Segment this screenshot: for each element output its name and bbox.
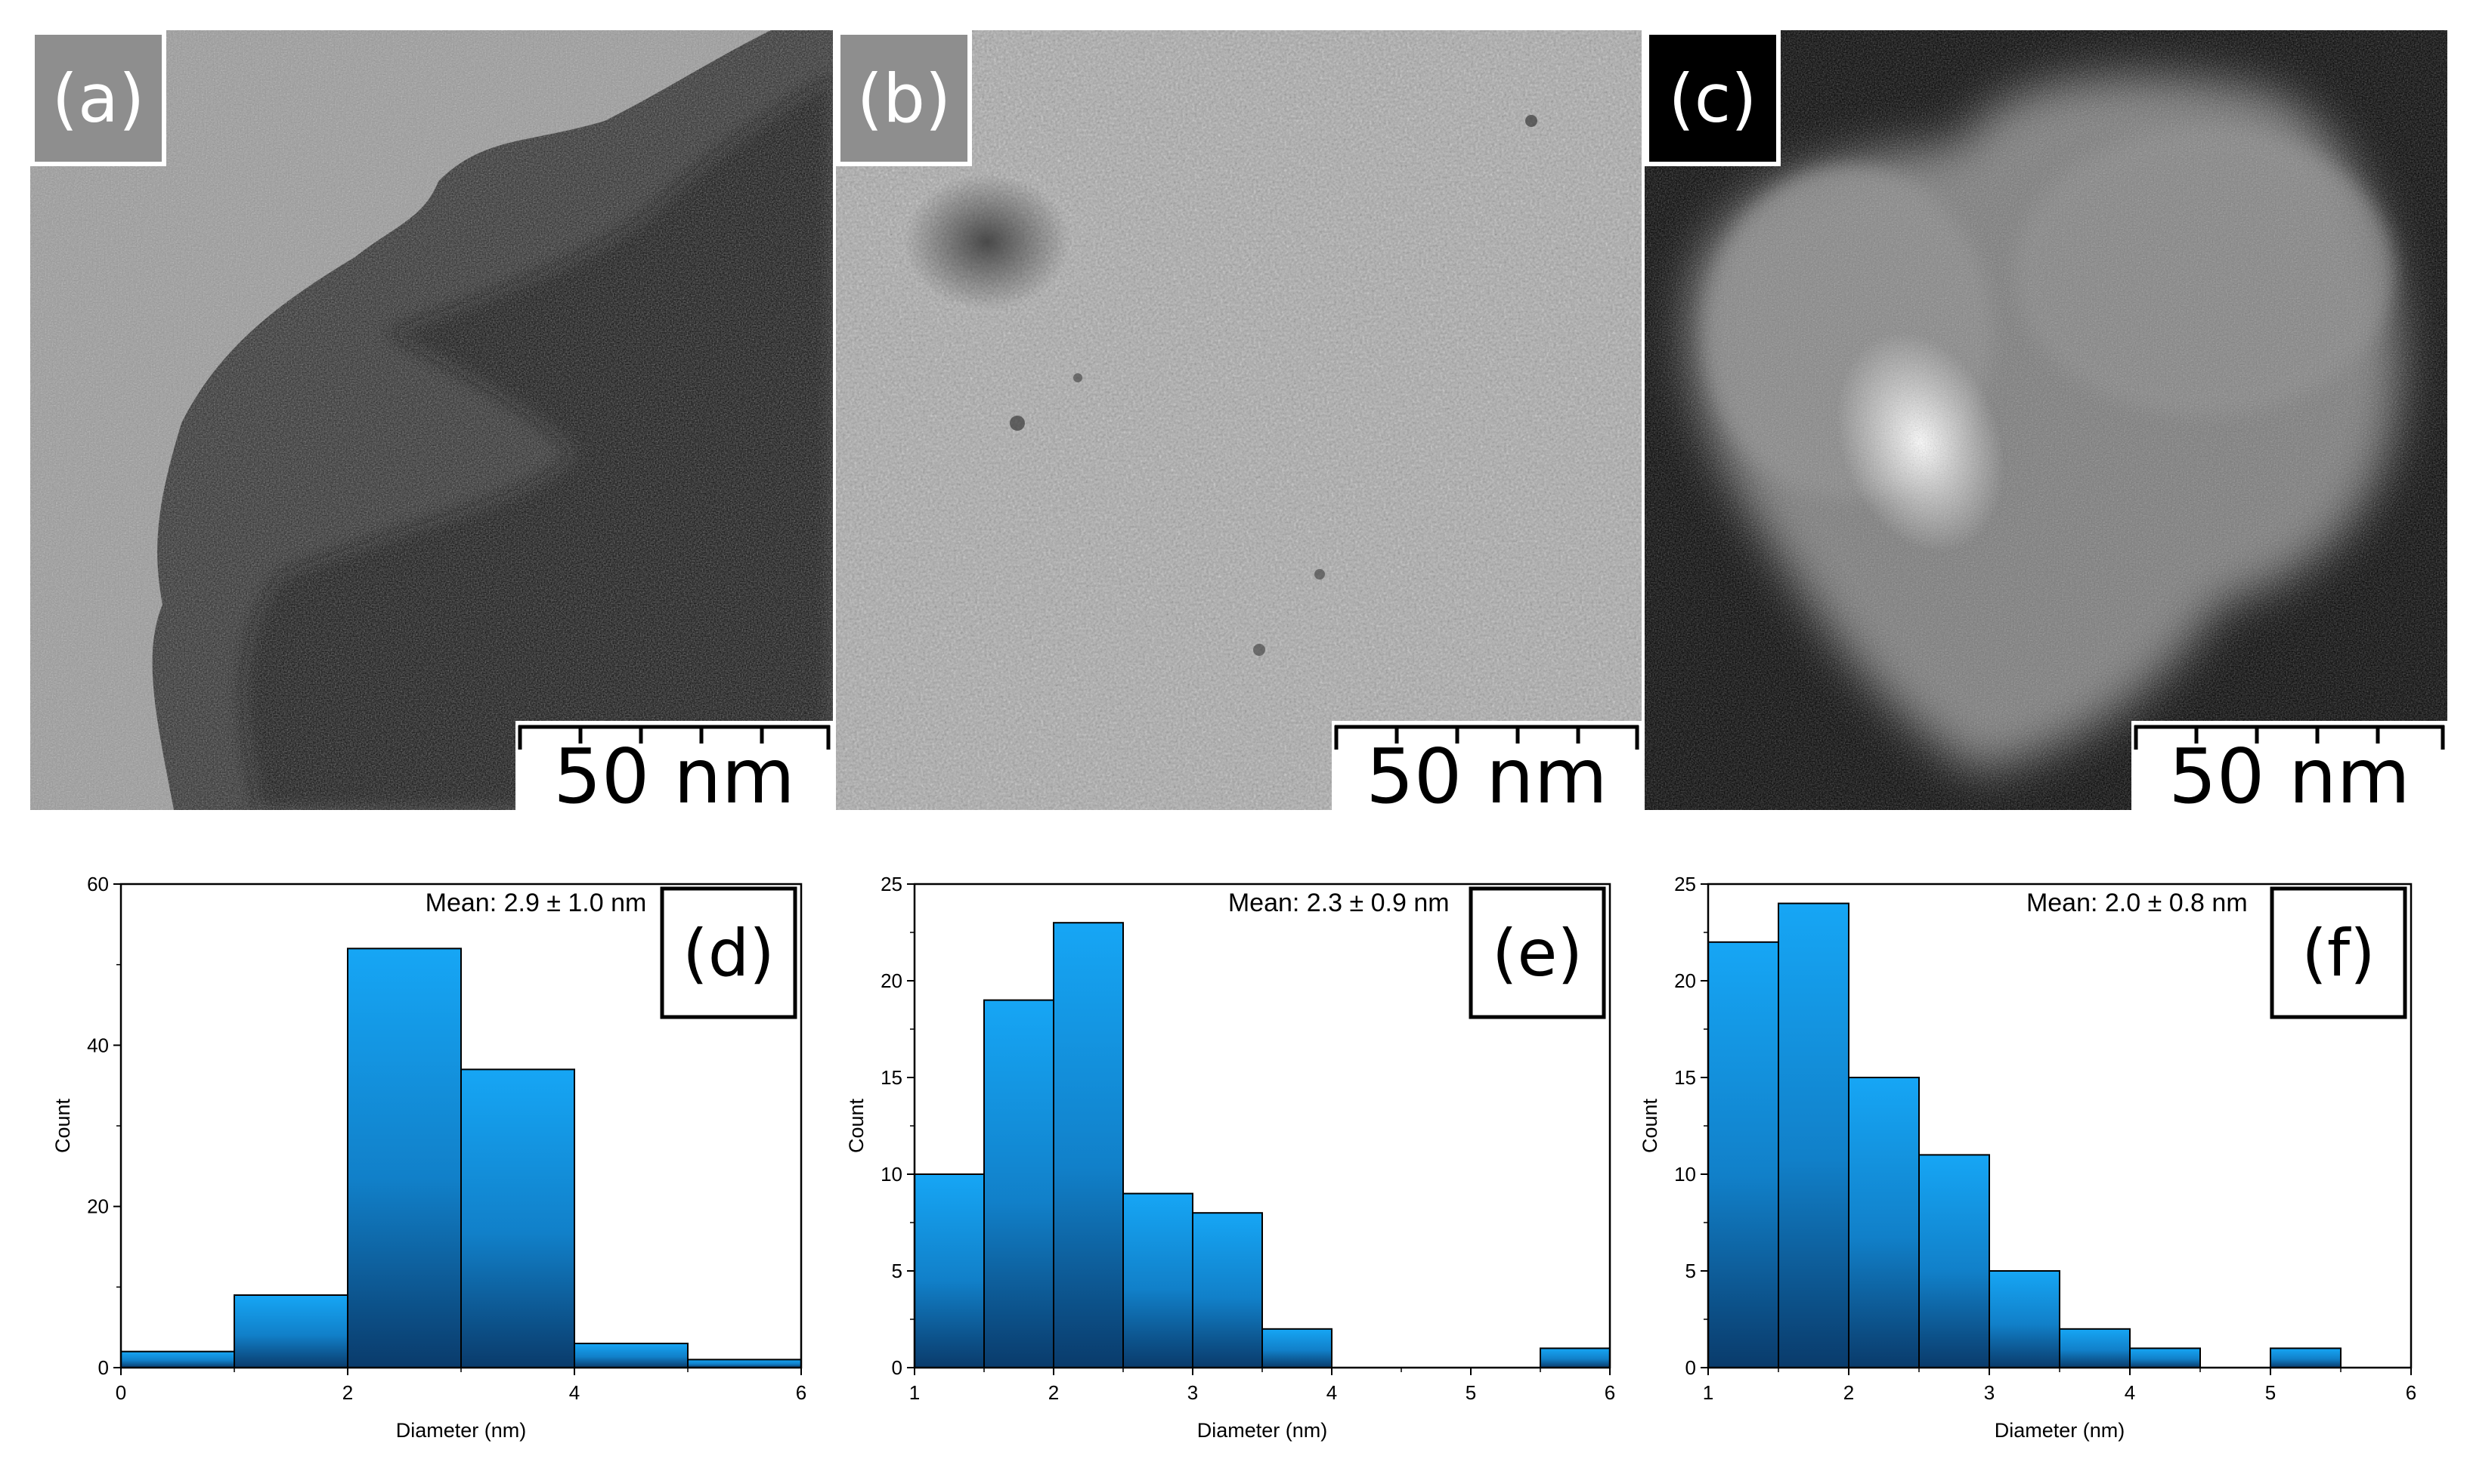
y-tick-label: 10 — [1674, 1163, 1696, 1186]
y-tick-label: 15 — [881, 1066, 902, 1089]
scale-bar-ticks-a — [518, 725, 831, 750]
x-tick-label: 6 — [1605, 1381, 1615, 1404]
y-tick-label: 5 — [892, 1260, 902, 1282]
x-tick-label: 3 — [1187, 1381, 1198, 1404]
y-tick-label: 15 — [1674, 1066, 1696, 1089]
histogram-bar — [914, 1173, 985, 1368]
y-tick-label: 0 — [892, 1356, 902, 1379]
histogram-bar — [2059, 1328, 2131, 1368]
x-tick-label: 5 — [2265, 1381, 2276, 1404]
x-tick-label: 6 — [2406, 1381, 2416, 1404]
y-tick-label: 20 — [1674, 969, 1696, 992]
x-tick-label: 2 — [1048, 1381, 1059, 1404]
panel-label-box — [1469, 886, 1606, 1019]
panel-label-f: (f) — [2301, 916, 2375, 991]
scale-bar-ticks-b — [1334, 725, 1639, 750]
histogram-d: 0 20 40 60 0 2 4 6 Diameter (nm) Count Mean: 2.9 ±… — [30, 854, 816, 1466]
x-tick-label: 6 — [796, 1381, 806, 1404]
tem-image-a: (a) 50 nm — [30, 30, 833, 810]
histogram-f: 0 5 10 15 20 25 1 2 3 4 5 6 Diameter (nm) Count Mean: … — [1617, 854, 2426, 1466]
panel-label-e: (e) — [1492, 916, 1583, 991]
scale-bar-label-c: 50 nm — [2168, 732, 2410, 811]
x-axis-label: Diameter (nm) — [1197, 1419, 1328, 1442]
y-tick-label: 40 — [87, 1034, 109, 1056]
x-tick-label: 3 — [1984, 1381, 1995, 1404]
y-tick-label: 20 — [87, 1195, 109, 1218]
mean-annotation: Mean: 2.0 ± 0.8 nm — [2026, 889, 2248, 917]
y-tick-label: 10 — [881, 1163, 902, 1186]
histogram-f-svg: 0 5 10 15 20 25 1 2 3 4 5 6 Diameter (nm) Count Mean: … — [1639, 873, 2416, 1442]
histogram-e-svg: 0 5 10 15 20 25 1 2 3 4 5 6 Diameter (nm) Count Mean: … — [845, 873, 1615, 1442]
y-tick-label: 20 — [881, 969, 902, 992]
x-tick-label: 1 — [1703, 1381, 1713, 1404]
histogram-bar — [1122, 1192, 1193, 1368]
panel-label-box — [2270, 886, 2407, 1019]
histogram-e: 0 5 10 15 20 25 1 2 3 4 5 6 Diameter (nm) Count Mean: … — [824, 854, 1625, 1466]
histogram-bar — [574, 1343, 689, 1368]
y-tick-label: 0 — [98, 1356, 109, 1379]
scale-bar-a: 50 nm — [515, 721, 833, 810]
histogram-d-svg: 0 20 40 60 0 2 4 6 Diameter (nm) Count Mean: 2.9 ±… — [51, 873, 806, 1442]
histogram-bar — [120, 1350, 235, 1369]
histogram-bar — [2129, 1347, 2201, 1369]
tem-image-b: (b) 50 nm — [836, 30, 1642, 810]
x-tick-label: 4 — [2125, 1381, 2135, 1404]
tem-image-c-art — [1645, 30, 2447, 810]
x-axis-label: Diameter (nm) — [1995, 1419, 2125, 1442]
y-tick-label: 25 — [881, 873, 902, 895]
histogram-bar — [1778, 902, 1849, 1369]
histogram-bar — [460, 1068, 575, 1368]
histogram-bar — [1918, 1154, 1990, 1368]
x-tick-label: 2 — [1843, 1381, 1854, 1404]
histogram-bar — [1053, 922, 1124, 1368]
panel-label-c: (c) — [1645, 30, 1781, 166]
scale-bar-label-a: 50 nm — [553, 732, 795, 811]
x-tick-label: 2 — [342, 1381, 353, 1404]
y-tick-label: 60 — [87, 873, 109, 895]
histogram-bar — [687, 1359, 802, 1368]
x-tick-label: 0 — [116, 1381, 126, 1404]
x-tick-label: 1 — [909, 1381, 920, 1404]
scale-bar-label-b: 50 nm — [1366, 732, 1608, 811]
histogram-bar — [1989, 1270, 2060, 1368]
y-tick-label: 0 — [1685, 1356, 1696, 1379]
y-axis-label: Count — [845, 1098, 868, 1153]
x-tick-label: 5 — [1466, 1381, 1476, 1404]
histogram-bar — [1848, 1077, 1920, 1368]
panel-label-d: (d) — [682, 916, 775, 991]
y-axis-label: Count — [51, 1098, 74, 1153]
mean-annotation: Mean: 2.3 ± 0.9 nm — [1228, 889, 1450, 917]
histogram-bar — [234, 1294, 348, 1368]
y-tick-label: 25 — [1674, 873, 1696, 895]
x-tick-label: 4 — [1326, 1381, 1337, 1404]
scale-bar-b: 50 nm — [1332, 721, 1642, 810]
panel-label-b: (b) — [836, 30, 972, 166]
histogram-bar — [1540, 1347, 1611, 1369]
panel-label-a: (a) — [30, 30, 166, 166]
panel-label-box — [660, 886, 797, 1019]
scale-bar-c: 50 nm — [2131, 721, 2447, 810]
x-axis-label: Diameter (nm) — [396, 1419, 527, 1442]
histogram-bar — [2270, 1347, 2342, 1369]
histogram-bar — [983, 999, 1054, 1368]
x-tick-label: 4 — [569, 1381, 580, 1404]
y-tick-label: 5 — [1685, 1260, 1696, 1282]
histogram-bar — [1261, 1328, 1332, 1368]
scale-bar-ticks-c — [2134, 725, 2445, 750]
mean-annotation: Mean: 2.9 ± 1.0 nm — [426, 889, 647, 917]
tem-image-c: (c) 50 nm — [1645, 30, 2447, 810]
histogram-bar — [347, 948, 462, 1369]
histogram-bar — [1192, 1212, 1263, 1369]
y-axis-label: Count — [1639, 1098, 1661, 1153]
histogram-bar — [1707, 941, 1779, 1369]
